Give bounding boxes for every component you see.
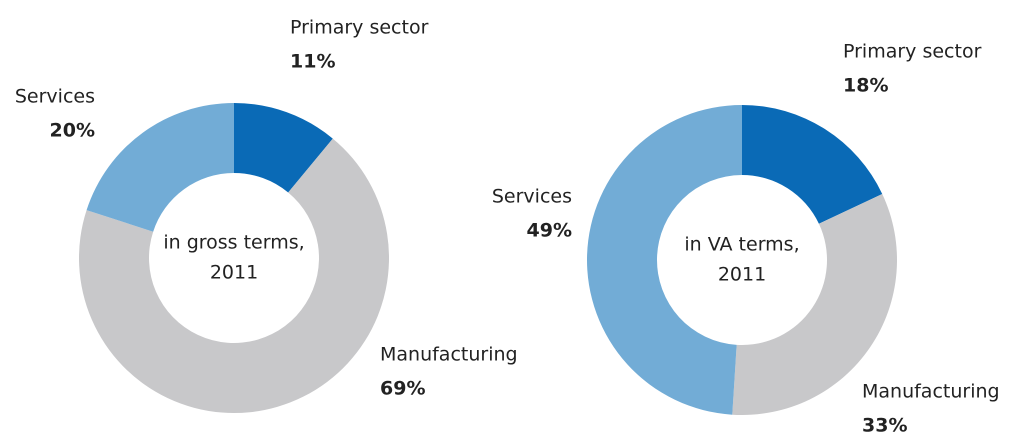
donut-slice: [78, 138, 389, 414]
slice-label: Services: [492, 186, 572, 208]
slice-label: Manufacturing: [380, 344, 518, 366]
value-label: 18%: [843, 75, 888, 97]
slice-label: Primary sector: [290, 17, 429, 39]
value-label: 11%: [290, 51, 335, 73]
value-label: 69%: [380, 378, 425, 400]
slice-label: Services: [15, 86, 95, 108]
value-label: 20%: [50, 120, 95, 142]
center-label: in VA terms,: [684, 234, 799, 256]
center-label: 2011: [210, 262, 258, 284]
donut-slice: [86, 103, 234, 232]
center-label: 2011: [718, 264, 766, 286]
donut-slice: [742, 105, 883, 224]
donut-slice: [587, 105, 742, 415]
center-label: in gross terms,: [163, 232, 304, 254]
slice-label: Primary sector: [843, 41, 982, 63]
donut-slice: [234, 103, 333, 193]
value-label: 49%: [527, 220, 572, 242]
value-label: 33%: [862, 415, 907, 437]
slice-label: Manufacturing: [862, 381, 1000, 403]
donut-slice: [732, 194, 897, 416]
